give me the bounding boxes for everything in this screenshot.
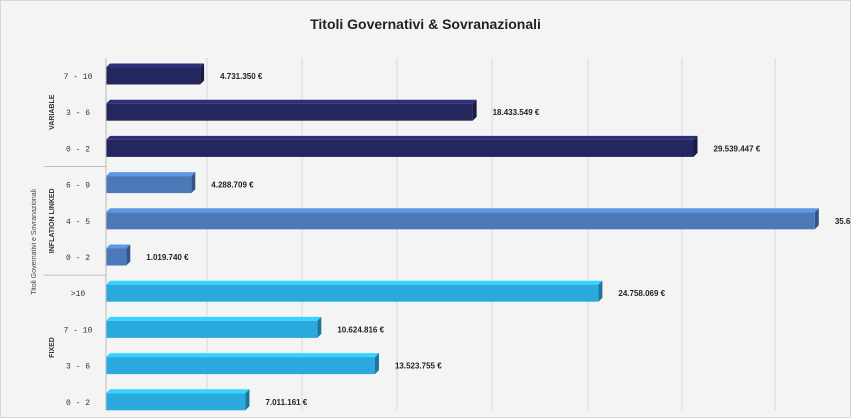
bar-side-face — [245, 389, 250, 411]
group-label: FIXED — [49, 337, 56, 358]
data-label: 1.019.740 € — [146, 253, 189, 262]
category-tick-label: 3 - 6 — [66, 109, 90, 118]
bar-side-face — [191, 172, 196, 194]
bar — [106, 139, 694, 157]
data-label: 10.624.816 € — [337, 325, 384, 334]
bar-side-face — [693, 135, 698, 157]
bar-top-face — [106, 389, 250, 394]
category-tick-label: 7 - 10 — [64, 73, 93, 82]
data-label: 13.523.755 € — [395, 362, 442, 371]
bar-side-face — [814, 208, 819, 230]
data-label: 18.433.549 € — [493, 108, 540, 117]
bar-side-face — [374, 353, 379, 375]
bar-top-face — [106, 63, 205, 68]
bar — [106, 248, 127, 266]
y-axis-title: Titoli Governativi e Sovranazionali — [31, 189, 38, 295]
bar-top-face — [106, 208, 819, 213]
bar-top-face — [106, 316, 322, 321]
group-label: INFLATION LINKED — [49, 188, 56, 253]
category-tick-label: 6 - 9 — [66, 182, 90, 191]
data-label: 4.288.709 € — [211, 181, 254, 190]
bar-side-face — [200, 63, 205, 85]
group-label: VARIABLE — [49, 94, 56, 130]
bar-side-face — [472, 99, 477, 121]
bar — [106, 67, 201, 85]
bar-top-face — [106, 353, 379, 358]
bar — [106, 176, 192, 194]
data-label: 29.539.447 € — [714, 144, 761, 153]
bar-top-face — [106, 172, 196, 177]
category-tick-label: 4 - 5 — [66, 218, 90, 227]
data-label: 4.731.350 € — [220, 72, 263, 81]
bar-top-face — [106, 244, 131, 249]
data-label: 7.011.161 € — [265, 398, 307, 407]
bar — [106, 284, 599, 302]
data-label: 35.638.741 € — [835, 217, 851, 226]
bar — [106, 320, 318, 338]
bar — [106, 212, 815, 230]
bar — [106, 103, 473, 121]
chart-title: Titoli Governativi & Sovranazionali — [310, 16, 541, 32]
category-tick-label: 0 - 2 — [66, 254, 90, 263]
data-label: 24.758.069 € — [618, 289, 665, 298]
bar — [106, 357, 375, 375]
category-tick-label: 7 - 10 — [64, 326, 93, 335]
category-tick-label: 3 - 6 — [66, 363, 90, 372]
category-tick-label: 0 - 2 — [66, 145, 90, 154]
bar-top-face — [106, 135, 698, 140]
bar-side-face — [598, 280, 603, 302]
bar — [106, 393, 246, 411]
bar-side-face — [317, 316, 322, 338]
category-tick-label: >10 — [71, 290, 86, 299]
category-tick-label: 0 - 2 — [66, 399, 90, 408]
bar-top-face — [106, 280, 603, 285]
bar-side-face — [126, 244, 131, 266]
bar-top-face — [106, 99, 477, 104]
